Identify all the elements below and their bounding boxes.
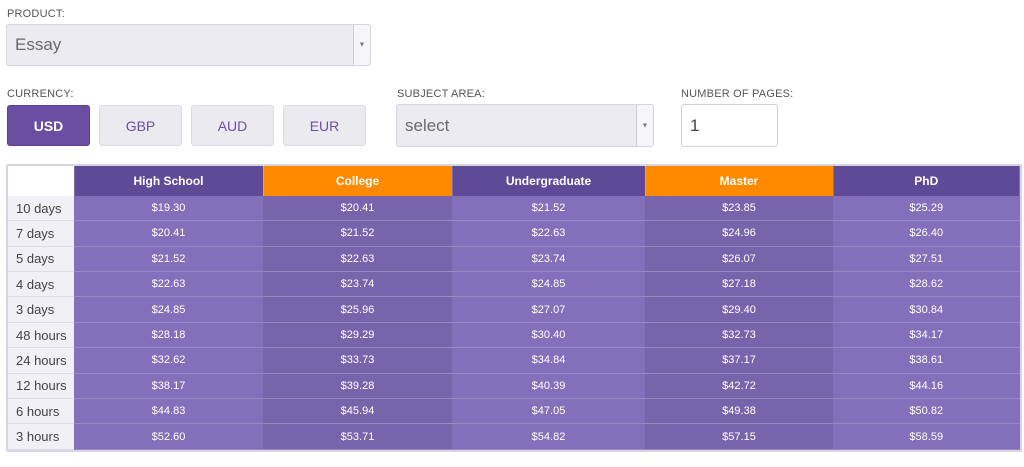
price-cell[interactable]: $39.28 <box>263 373 452 400</box>
row-deadline-label: 5 days <box>8 246 74 273</box>
price-cell[interactable]: $57.15 <box>645 423 833 450</box>
table-row: 10 days $19.30 $20.41 $21.52 $23.85 $25.29 <box>8 196 1020 222</box>
price-cell[interactable]: $47.05 <box>452 398 645 425</box>
product-select[interactable]: Essay ▼ <box>6 24 371 66</box>
price-cell[interactable]: $33.73 <box>263 347 452 374</box>
price-cell[interactable]: $52.60 <box>74 423 263 450</box>
column-header-master: Master <box>645 166 834 196</box>
price-table-container: High School College Undergraduate Master… <box>6 164 1022 452</box>
price-cell[interactable]: $50.82 <box>833 398 1020 425</box>
price-cell[interactable]: $40.39 <box>452 373 645 400</box>
price-cell[interactable]: $28.62 <box>833 271 1020 298</box>
product-label: PRODUCT: <box>7 8 65 20</box>
price-cell[interactable]: $24.85 <box>452 271 645 298</box>
row-deadline-label: 6 hours <box>8 398 74 425</box>
price-table: High School College Undergraduate Master… <box>8 166 1020 450</box>
column-header-high-school: High School <box>74 166 264 196</box>
currency-label: CURRENCY: <box>7 88 74 100</box>
row-deadline-label: 24 hours <box>8 347 74 374</box>
price-cell[interactable]: $49.38 <box>645 398 833 425</box>
price-cell[interactable]: $22.63 <box>263 246 452 273</box>
column-header-phd: PhD <box>833 166 1020 196</box>
subject-area-label: SUBJECT AREA: <box>397 88 485 100</box>
column-header-undergraduate: Undergraduate <box>452 166 646 196</box>
price-cell[interactable]: $21.52 <box>452 196 645 222</box>
table-row: 7 days $20.41 $21.52 $22.63 $24.96 $26.40 <box>8 220 1020 247</box>
currency-usd-button[interactable]: USD <box>7 105 90 146</box>
table-corner-cell <box>8 166 75 196</box>
row-deadline-label: 3 hours <box>8 423 74 450</box>
subject-area-select-value: select <box>405 115 450 135</box>
price-cell[interactable]: $44.16 <box>833 373 1020 400</box>
price-cell[interactable]: $32.62 <box>74 347 263 374</box>
price-cell[interactable]: $25.96 <box>263 296 452 323</box>
price-cell[interactable]: $26.40 <box>833 220 1020 247</box>
price-cell[interactable]: $26.07 <box>645 246 833 273</box>
price-cell[interactable]: $25.29 <box>833 196 1020 222</box>
chevron-down-icon: ▼ <box>641 122 649 129</box>
table-row: 4 days $22.63 $23.74 $24.85 $27.18 $28.62 <box>8 271 1020 298</box>
row-deadline-label: 10 days <box>8 196 74 222</box>
price-cell[interactable]: $22.63 <box>452 220 645 247</box>
price-cell[interactable]: $19.30 <box>74 196 263 222</box>
price-cell[interactable]: $34.84 <box>452 347 645 374</box>
subject-dropdown-arrow[interactable]: ▼ <box>636 105 653 146</box>
price-cell[interactable]: $44.83 <box>74 398 263 425</box>
chevron-down-icon: ▼ <box>358 41 366 49</box>
currency-aud-button[interactable]: AUD <box>191 105 274 146</box>
price-cell[interactable]: $27.18 <box>645 271 833 298</box>
price-cell[interactable]: $22.63 <box>74 271 263 298</box>
price-cell[interactable]: $27.51 <box>833 246 1020 273</box>
table-row: 12 hours $38.17 $39.28 $40.39 $42.72 $44.16 <box>8 373 1020 400</box>
column-header-college: College <box>263 166 453 196</box>
price-cell[interactable]: $30.84 <box>833 296 1020 323</box>
table-row: 24 hours $32.62 $33.73 $34.84 $37.17 $38.61 <box>8 347 1020 374</box>
table-row: 3 hours $52.60 $53.71 $54.82 $57.15 $58.59 <box>8 423 1020 450</box>
table-row: 6 hours $44.83 $45.94 $47.05 $49.38 $50.82 <box>8 398 1020 425</box>
row-deadline-label: 4 days <box>8 271 74 298</box>
row-deadline-label: 12 hours <box>8 373 74 400</box>
price-cell[interactable]: $23.74 <box>452 246 645 273</box>
price-cell[interactable]: $24.96 <box>645 220 833 247</box>
price-cell[interactable]: $32.73 <box>645 322 833 349</box>
price-cell[interactable]: $29.40 <box>645 296 833 323</box>
price-cell[interactable]: $37.17 <box>645 347 833 374</box>
price-cell[interactable]: $30.40 <box>452 322 645 349</box>
row-deadline-label: 3 days <box>8 296 74 323</box>
row-deadline-label: 48 hours <box>8 322 74 349</box>
table-row: 3 days $24.85 $25.96 $27.07 $29.40 $30.84 <box>8 296 1020 323</box>
table-row: 48 hours $28.18 $29.29 $30.40 $32.73 $34.17 <box>8 322 1020 349</box>
pages-input[interactable]: 1 <box>681 104 778 147</box>
price-cell[interactable]: $21.52 <box>74 246 263 273</box>
pages-label: NUMBER OF PAGES: <box>681 88 794 100</box>
table-row: 5 days $21.52 $22.63 $23.74 $26.07 $27.51 <box>8 246 1020 273</box>
price-cell[interactable]: $38.61 <box>833 347 1020 374</box>
price-cell[interactable]: $28.18 <box>74 322 263 349</box>
currency-eur-button[interactable]: EUR <box>283 105 366 146</box>
price-cell[interactable]: $20.41 <box>74 220 263 247</box>
price-cell[interactable]: $23.85 <box>645 196 833 222</box>
price-cell[interactable]: $21.52 <box>263 220 452 247</box>
table-header-row: High School College Undergraduate Master… <box>8 166 1020 196</box>
price-cell[interactable]: $42.72 <box>645 373 833 400</box>
price-cell[interactable]: $29.29 <box>263 322 452 349</box>
row-deadline-label: 7 days <box>8 220 74 247</box>
product-dropdown-arrow[interactable]: ▼ <box>353 25 370 65</box>
price-cell[interactable]: $34.17 <box>833 322 1020 349</box>
price-cell[interactable]: $38.17 <box>74 373 263 400</box>
subject-area-select[interactable]: select ▼ <box>396 104 654 147</box>
price-cell[interactable]: $20.41 <box>263 196 452 222</box>
currency-gbp-button[interactable]: GBP <box>99 105 182 146</box>
price-cell[interactable]: $54.82 <box>452 423 645 450</box>
price-cell[interactable]: $58.59 <box>833 423 1020 450</box>
product-select-value: Essay <box>15 35 62 54</box>
price-cell[interactable]: $23.74 <box>263 271 452 298</box>
price-cell[interactable]: $24.85 <box>74 296 263 323</box>
price-cell[interactable]: $45.94 <box>263 398 452 425</box>
price-cell[interactable]: $53.71 <box>263 423 452 450</box>
price-cell[interactable]: $27.07 <box>452 296 645 323</box>
